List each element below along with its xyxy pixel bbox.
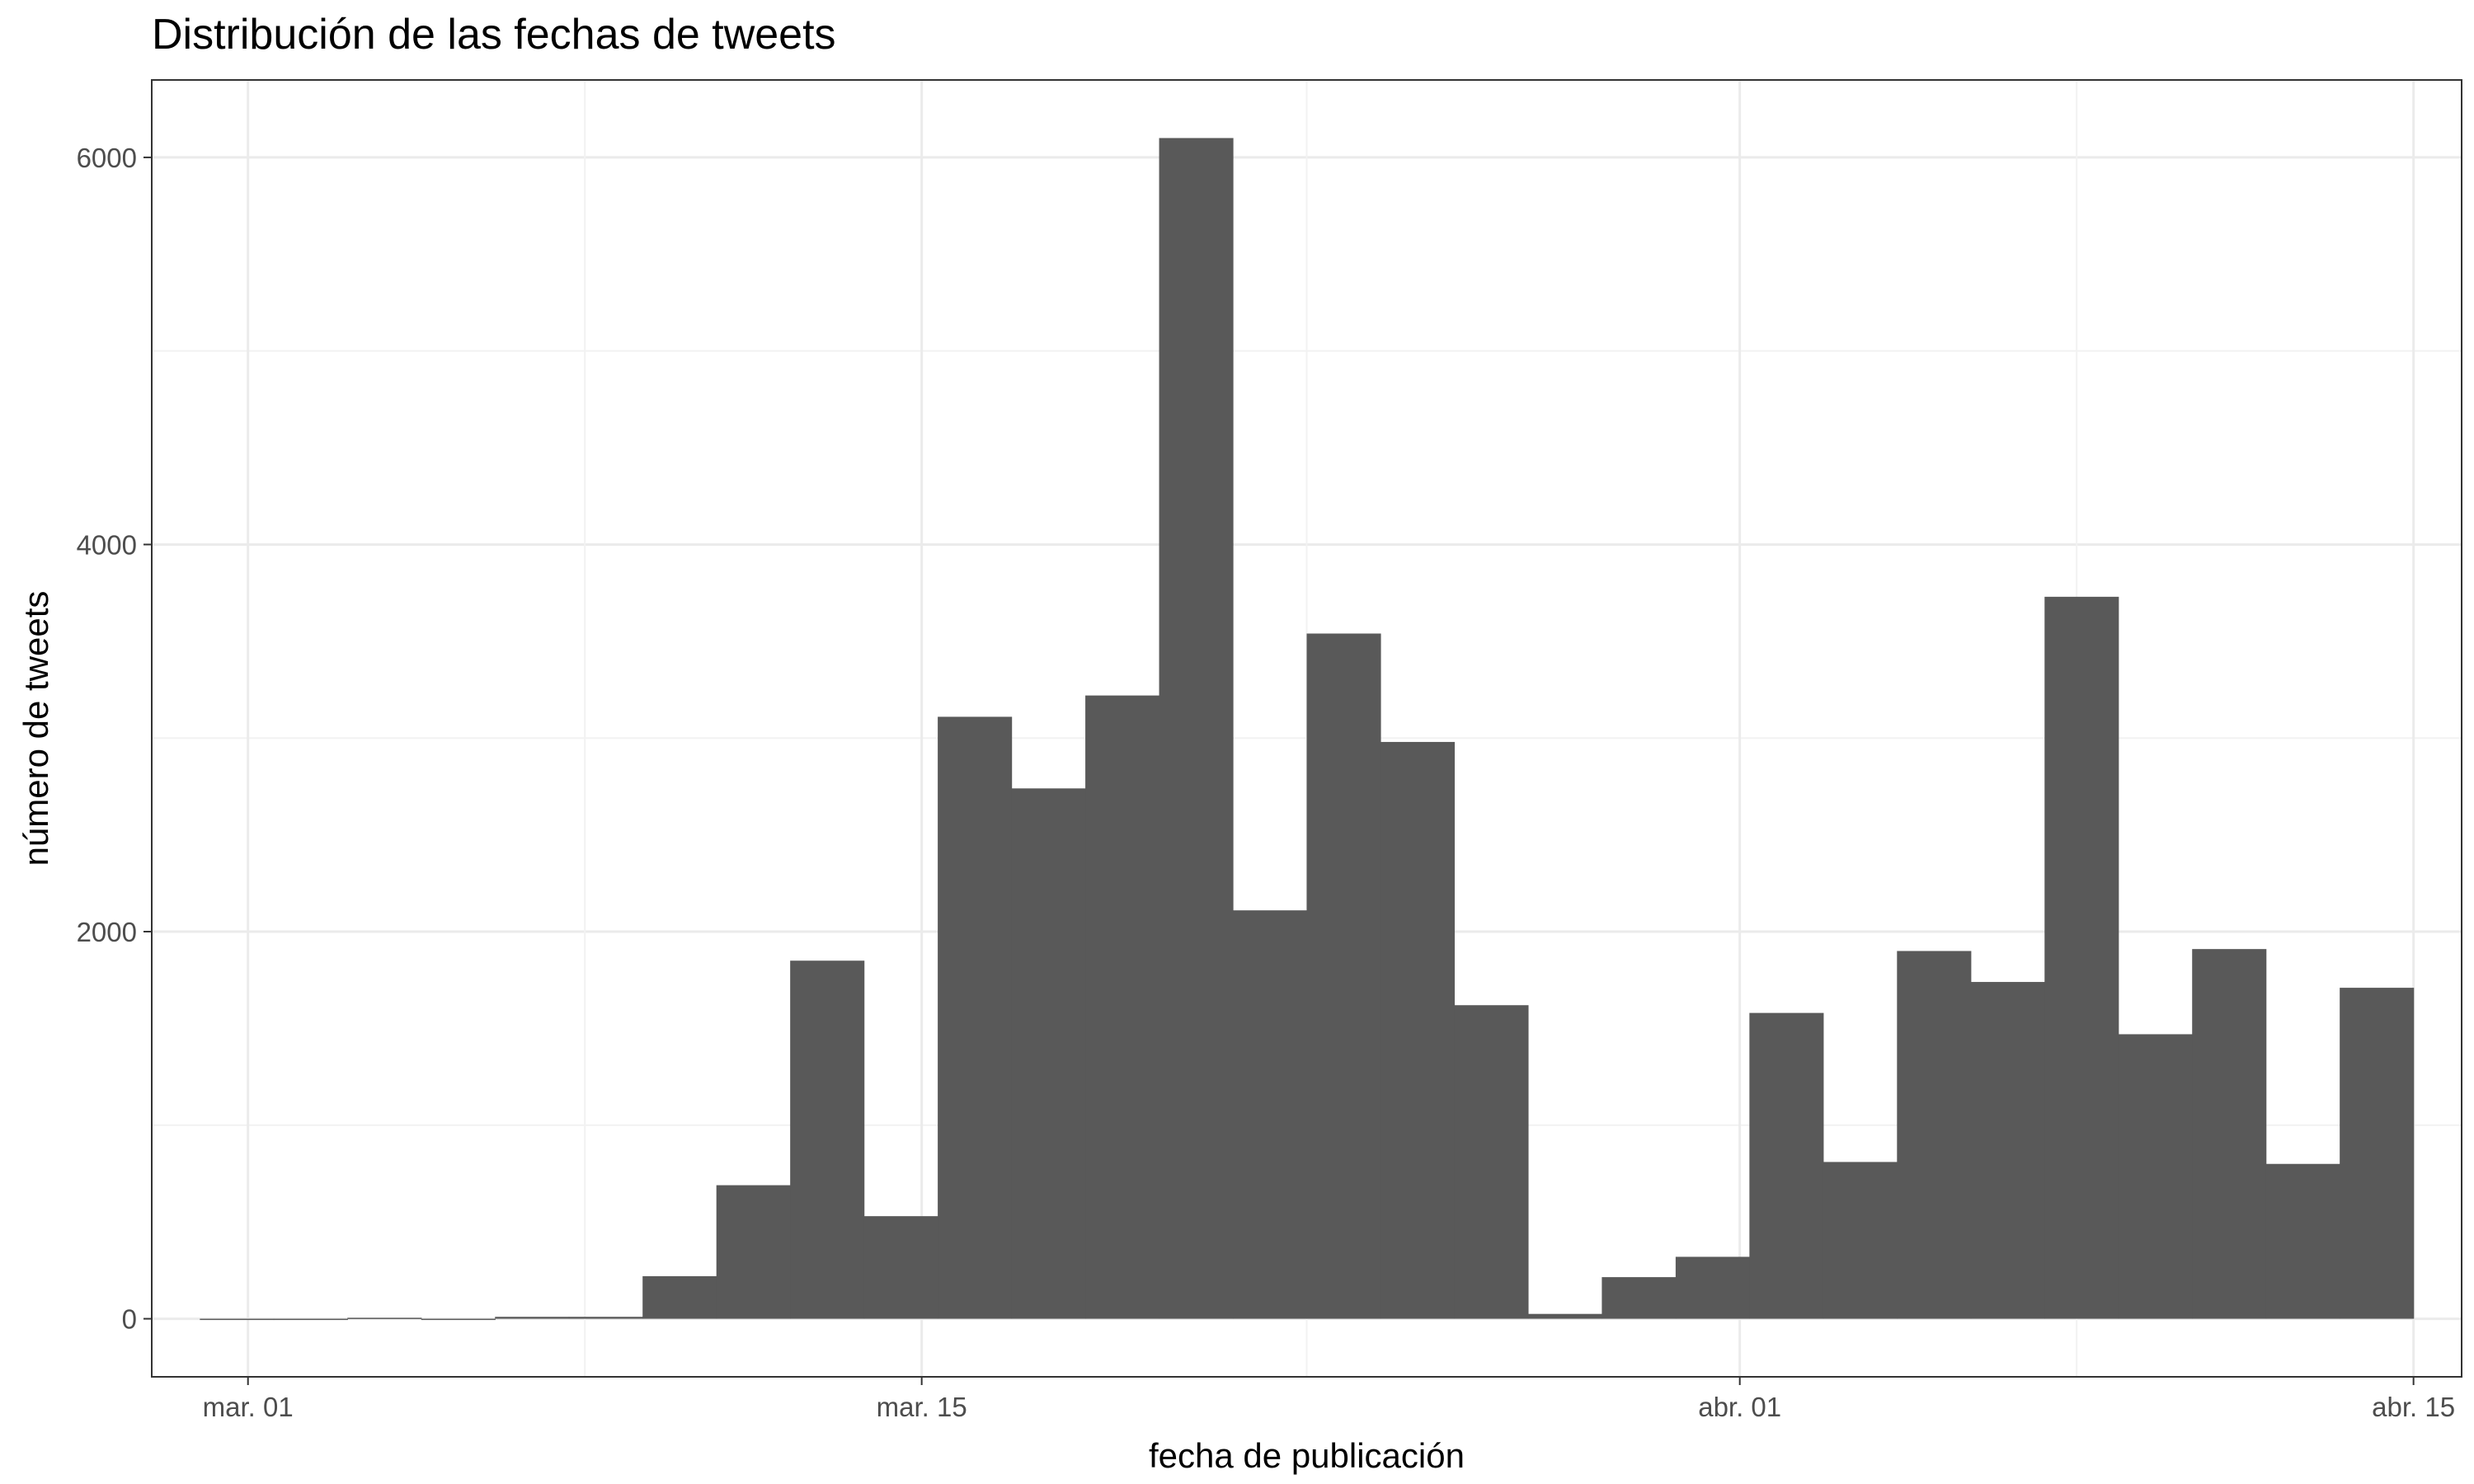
histogram-bar	[1233, 910, 1308, 1319]
x-axis-title: fecha de publicación	[1149, 1436, 1465, 1475]
histogram-bar	[2044, 596, 2119, 1319]
y-tick-label: 0	[122, 1304, 137, 1335]
histogram-bar	[1527, 1313, 1603, 1319]
histogram-bar	[495, 1317, 570, 1319]
histogram-bar	[1380, 741, 1456, 1319]
histogram-bar	[1306, 633, 1381, 1319]
x-tick-label: abr. 01	[1698, 1392, 1781, 1422]
histogram-bar	[1085, 695, 1160, 1319]
histogram-bar	[1675, 1256, 1750, 1319]
histogram-bar	[347, 1317, 422, 1319]
y-tick-label: 4000	[77, 529, 137, 560]
histogram-bar	[1011, 788, 1086, 1319]
histogram-bar	[863, 1216, 938, 1319]
histogram-bar	[1970, 982, 2045, 1319]
x-tick-label: mar. 15	[877, 1392, 967, 1422]
histogram-bar	[2118, 1034, 2193, 1319]
histogram-bar	[1897, 951, 1972, 1319]
histogram-bar	[421, 1318, 496, 1321]
histogram-bar	[716, 1185, 791, 1319]
y-axis: 0 2000 4000 6000	[77, 143, 152, 1335]
plot-panel-border	[151, 79, 2462, 1378]
histogram-bar	[200, 1318, 275, 1321]
y-tick-label: 2000	[77, 917, 137, 947]
y-axis-title: número de tweets	[16, 591, 55, 866]
x-tick-label: mar. 01	[203, 1392, 294, 1422]
histogram-bar	[2265, 1163, 2340, 1319]
histogram-bar	[790, 960, 865, 1319]
x-tick-label: abr. 15	[2372, 1392, 2455, 1422]
histogram-bar	[2340, 988, 2415, 1319]
histogram-bar	[1749, 1012, 1824, 1319]
histogram-bar	[1159, 138, 1234, 1319]
chart-title: Distribución de las fechas de tweets	[152, 11, 836, 59]
histogram-bar	[1823, 1162, 1898, 1319]
histogram-bar	[938, 716, 1013, 1319]
histogram-bar	[1602, 1277, 1677, 1319]
histogram-bar	[642, 1275, 717, 1319]
histogram-bar	[1454, 1005, 1529, 1319]
histogram-bar	[568, 1317, 643, 1319]
histogram-bars	[200, 138, 2415, 1321]
histogram-bar	[273, 1318, 348, 1321]
x-axis: mar. 01 mar. 15 abr. 01 abr. 15	[203, 1377, 2455, 1422]
y-tick-label: 6000	[77, 143, 137, 173]
histogram-bar	[2192, 949, 2267, 1319]
